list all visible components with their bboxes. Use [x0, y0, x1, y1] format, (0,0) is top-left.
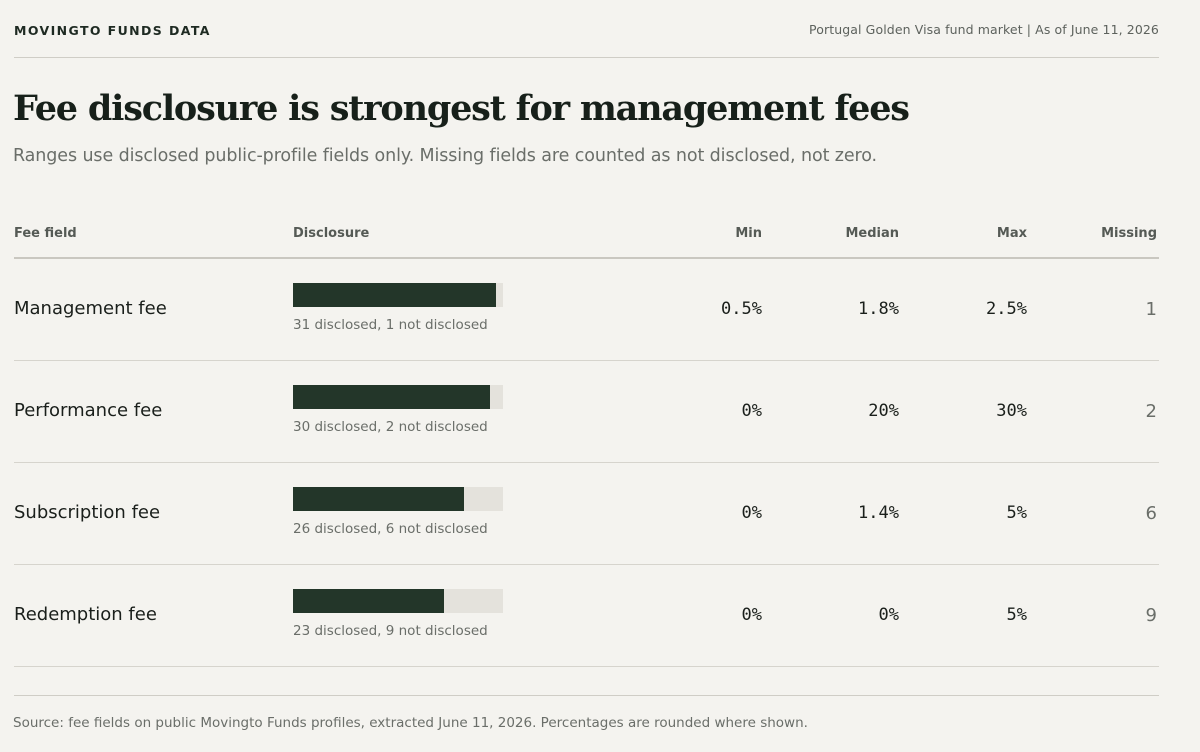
disclosure-bar-track — [293, 589, 503, 613]
min-value: 0% — [741, 503, 762, 523]
disclosure-caption: 23 disclosed, 9 not disclosed — [293, 623, 488, 639]
missing-count: 6 — [1145, 503, 1157, 524]
disclosure-bar — [293, 589, 444, 613]
page-subtitle: Ranges use disclosed public-profile fiel… — [13, 146, 878, 166]
brand-label: MOVINGTO FUNDS DATA — [14, 23, 211, 38]
disclosure-bar-track — [293, 487, 503, 511]
fee-field-label: Performance fee — [14, 400, 163, 421]
table-row: Performance fee 30 disclosed, 2 not discl… — [14, 361, 1159, 463]
disclosure-caption: 30 disclosed, 2 not disclosed — [293, 419, 488, 435]
disclosure-bar-track — [293, 385, 503, 409]
fee-field-label: Subscription fee — [14, 502, 161, 523]
median-value: 0% — [878, 605, 899, 625]
min-value: 0% — [741, 605, 762, 625]
fee-field-label: Management fee — [14, 298, 167, 319]
disclosure-caption: 26 disclosed, 6 not disclosed — [293, 521, 488, 537]
missing-count: 2 — [1145, 401, 1157, 422]
disclosure-caption: 31 disclosed, 1 not disclosed — [293, 317, 488, 333]
column-header-min: Min — [735, 226, 762, 241]
table-row: Subscription fee 26 disclosed, 6 not disc… — [14, 463, 1159, 565]
footer-divider — [14, 695, 1159, 696]
column-header-median: Median — [845, 226, 899, 241]
max-value: 5% — [1006, 503, 1027, 523]
table-row: Redemption fee 23 disclosed, 9 not disclo… — [14, 565, 1159, 667]
median-value: 1.8% — [858, 299, 899, 319]
fee-field-label: Redemption fee — [14, 604, 157, 625]
missing-count: 1 — [1145, 299, 1157, 320]
column-header-fee-field: Fee field — [14, 226, 77, 241]
max-value: 5% — [1006, 605, 1027, 625]
market-date-meta: Portugal Golden Visa fund market | As of… — [809, 22, 1159, 37]
page-title: Fee disclosure is strongest for manageme… — [13, 88, 910, 129]
min-value: 0% — [741, 401, 762, 421]
disclosure-bar — [293, 385, 490, 409]
disclosure-bar — [293, 487, 464, 511]
max-value: 2.5% — [986, 299, 1027, 319]
median-value: 1.4% — [858, 503, 899, 523]
median-value: 20% — [868, 401, 899, 421]
column-header-max: Max — [996, 226, 1027, 241]
column-header-missing: Missing — [1101, 226, 1157, 241]
source-note: Source: fee fields on public Movingto Fu… — [13, 715, 808, 731]
disclosure-bar-track — [293, 283, 503, 307]
missing-count: 9 — [1145, 605, 1157, 626]
header-divider — [14, 257, 1159, 259]
table-row: Management fee 31 disclosed, 1 not disclo… — [14, 259, 1159, 361]
disclosure-bar — [293, 283, 496, 307]
min-value: 0.5% — [721, 299, 762, 319]
header-bar: MOVINGTO FUNDS DATA Portugal Golden Visa… — [14, 0, 1159, 58]
column-header-disclosure: Disclosure — [293, 226, 370, 241]
max-value: 30% — [996, 401, 1027, 421]
